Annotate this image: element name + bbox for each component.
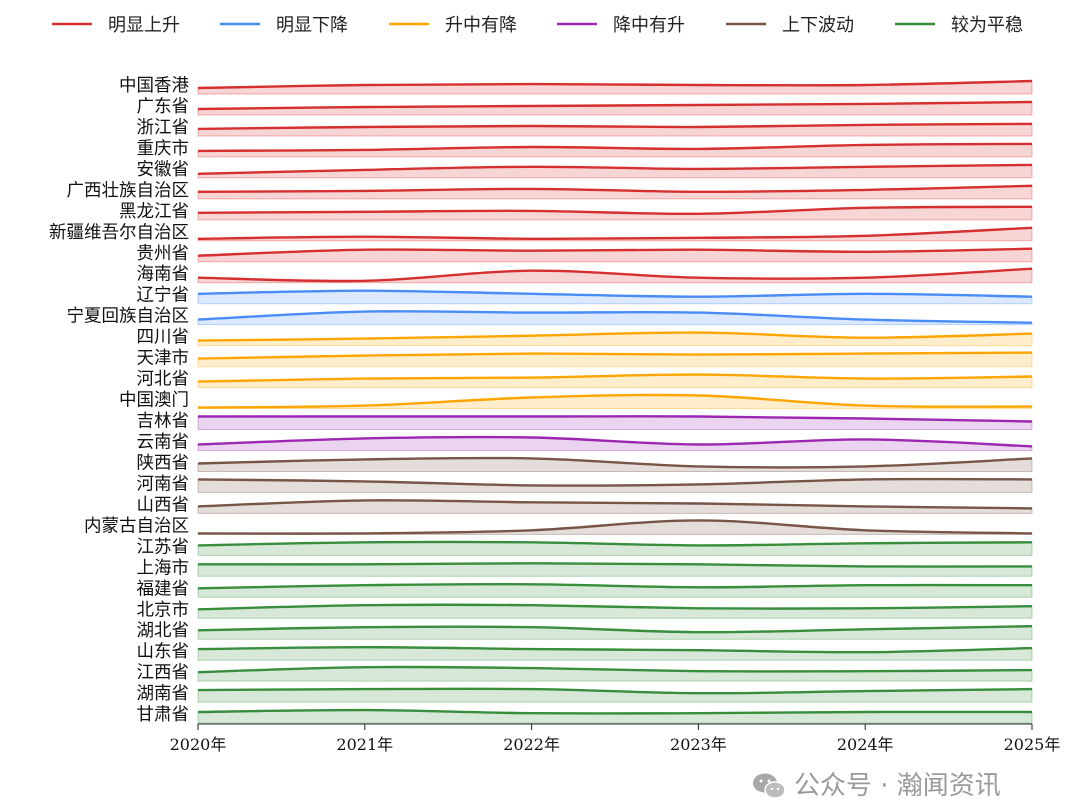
x-tick-label: 2024年	[837, 735, 894, 754]
row-label: 山东省	[137, 642, 190, 662]
row-label: 吉林省	[137, 412, 190, 432]
row-label: 湖南省	[137, 684, 190, 704]
row-label: 海南省	[137, 265, 190, 285]
ridge-line-20	[197, 499, 1033, 510]
ridge-line-4	[197, 163, 1033, 175]
ridge-line-17	[197, 435, 1033, 448]
ridge-line-18	[197, 456, 1033, 469]
x-tick-label: 2020年	[170, 735, 227, 754]
row-label: 山西省	[137, 495, 190, 515]
row-label: 云南省	[137, 432, 190, 452]
watermark-text: 公众号 · 瀚闻资讯	[794, 771, 1001, 801]
row-label: 中国香港	[119, 76, 189, 96]
ridge-line-1	[197, 100, 1033, 111]
ridge-line-13	[197, 351, 1033, 360]
x-tick-label: 2023年	[670, 735, 727, 754]
row-label: 湖北省	[137, 621, 190, 641]
row-label: 贵州省	[137, 244, 190, 264]
legend-label-fluct: 上下波动	[782, 15, 854, 36]
ridge-line-23	[197, 562, 1033, 568]
ridge-line-5	[197, 184, 1033, 194]
row-label: 上海市	[137, 558, 190, 578]
wechat-icon	[753, 773, 786, 799]
x-tick-label: 2022年	[503, 735, 560, 754]
row-label: 宁夏回族自治区	[67, 307, 190, 327]
ridge-line-11	[197, 310, 1033, 324]
row-label: 四川省	[137, 328, 190, 348]
row-label: 河北省	[137, 370, 190, 390]
row-label: 陕西省	[137, 453, 190, 473]
legend-label-flat: 较为平稳	[951, 15, 1023, 36]
row-label: 浙江省	[137, 118, 190, 138]
row-label: 甘肃省	[137, 705, 190, 725]
x-tick-label: 2025年	[1004, 735, 1061, 754]
row-label: 新疆维吾尔自治区	[49, 223, 189, 243]
ridge-line-6	[197, 205, 1033, 216]
ridge-line-29	[197, 687, 1033, 695]
legend-label-up: 明显上升	[108, 15, 180, 36]
row-label: 内蒙古自治区	[84, 516, 189, 536]
ridge-line-12	[197, 331, 1033, 342]
ridge-line-24	[197, 582, 1033, 590]
ridge-area-0	[197, 80, 1033, 95]
ridge-line-15	[197, 393, 1033, 409]
row-label: 黑龙江省	[119, 202, 189, 222]
ridge-line-0	[197, 79, 1033, 90]
ridge-line-19	[197, 477, 1033, 487]
row-label: 江苏省	[137, 537, 190, 557]
legend-label-upDown: 升中有降	[445, 15, 517, 36]
ridge-line-16	[197, 415, 1033, 423]
row-label: 北京市	[137, 600, 190, 620]
legend-label-downUp: 降中有升	[613, 15, 685, 36]
ridge-line-25	[197, 603, 1033, 611]
row-label: 河南省	[137, 474, 190, 494]
ridge-line-27	[197, 645, 1033, 654]
row-label: 天津市	[137, 349, 190, 369]
row-label: 重庆市	[137, 139, 190, 159]
row-label: 江西省	[137, 663, 190, 683]
ridge-line-28	[197, 665, 1033, 674]
ridge-area-10	[197, 290, 1033, 305]
row-label: 福建省	[137, 579, 190, 599]
watermark: 公众号 · 瀚闻资讯	[752, 770, 1001, 802]
ridge-line-2	[197, 122, 1033, 131]
ridge-line-3	[197, 142, 1033, 153]
ridge-line-9	[197, 267, 1033, 283]
ridge-line-7	[197, 226, 1033, 241]
ridge-line-22	[197, 540, 1033, 547]
row-label: 中国澳门	[119, 391, 189, 411]
ridge-line-14	[197, 373, 1033, 383]
ridge-line-26	[197, 625, 1033, 634]
row-label: 安徽省	[137, 160, 190, 180]
x-tick-label: 2021年	[336, 735, 393, 754]
row-label: 广西壮族自治区	[67, 181, 190, 201]
legend-label-down: 明显下降	[276, 15, 348, 36]
ridge-line-8	[197, 247, 1033, 257]
row-label: 辽宁省	[137, 286, 190, 306]
ridge-line-10	[197, 289, 1033, 298]
ridge-line-30	[197, 708, 1033, 715]
ridge-line-21	[197, 519, 1033, 535]
row-label: 广东省	[137, 97, 190, 117]
